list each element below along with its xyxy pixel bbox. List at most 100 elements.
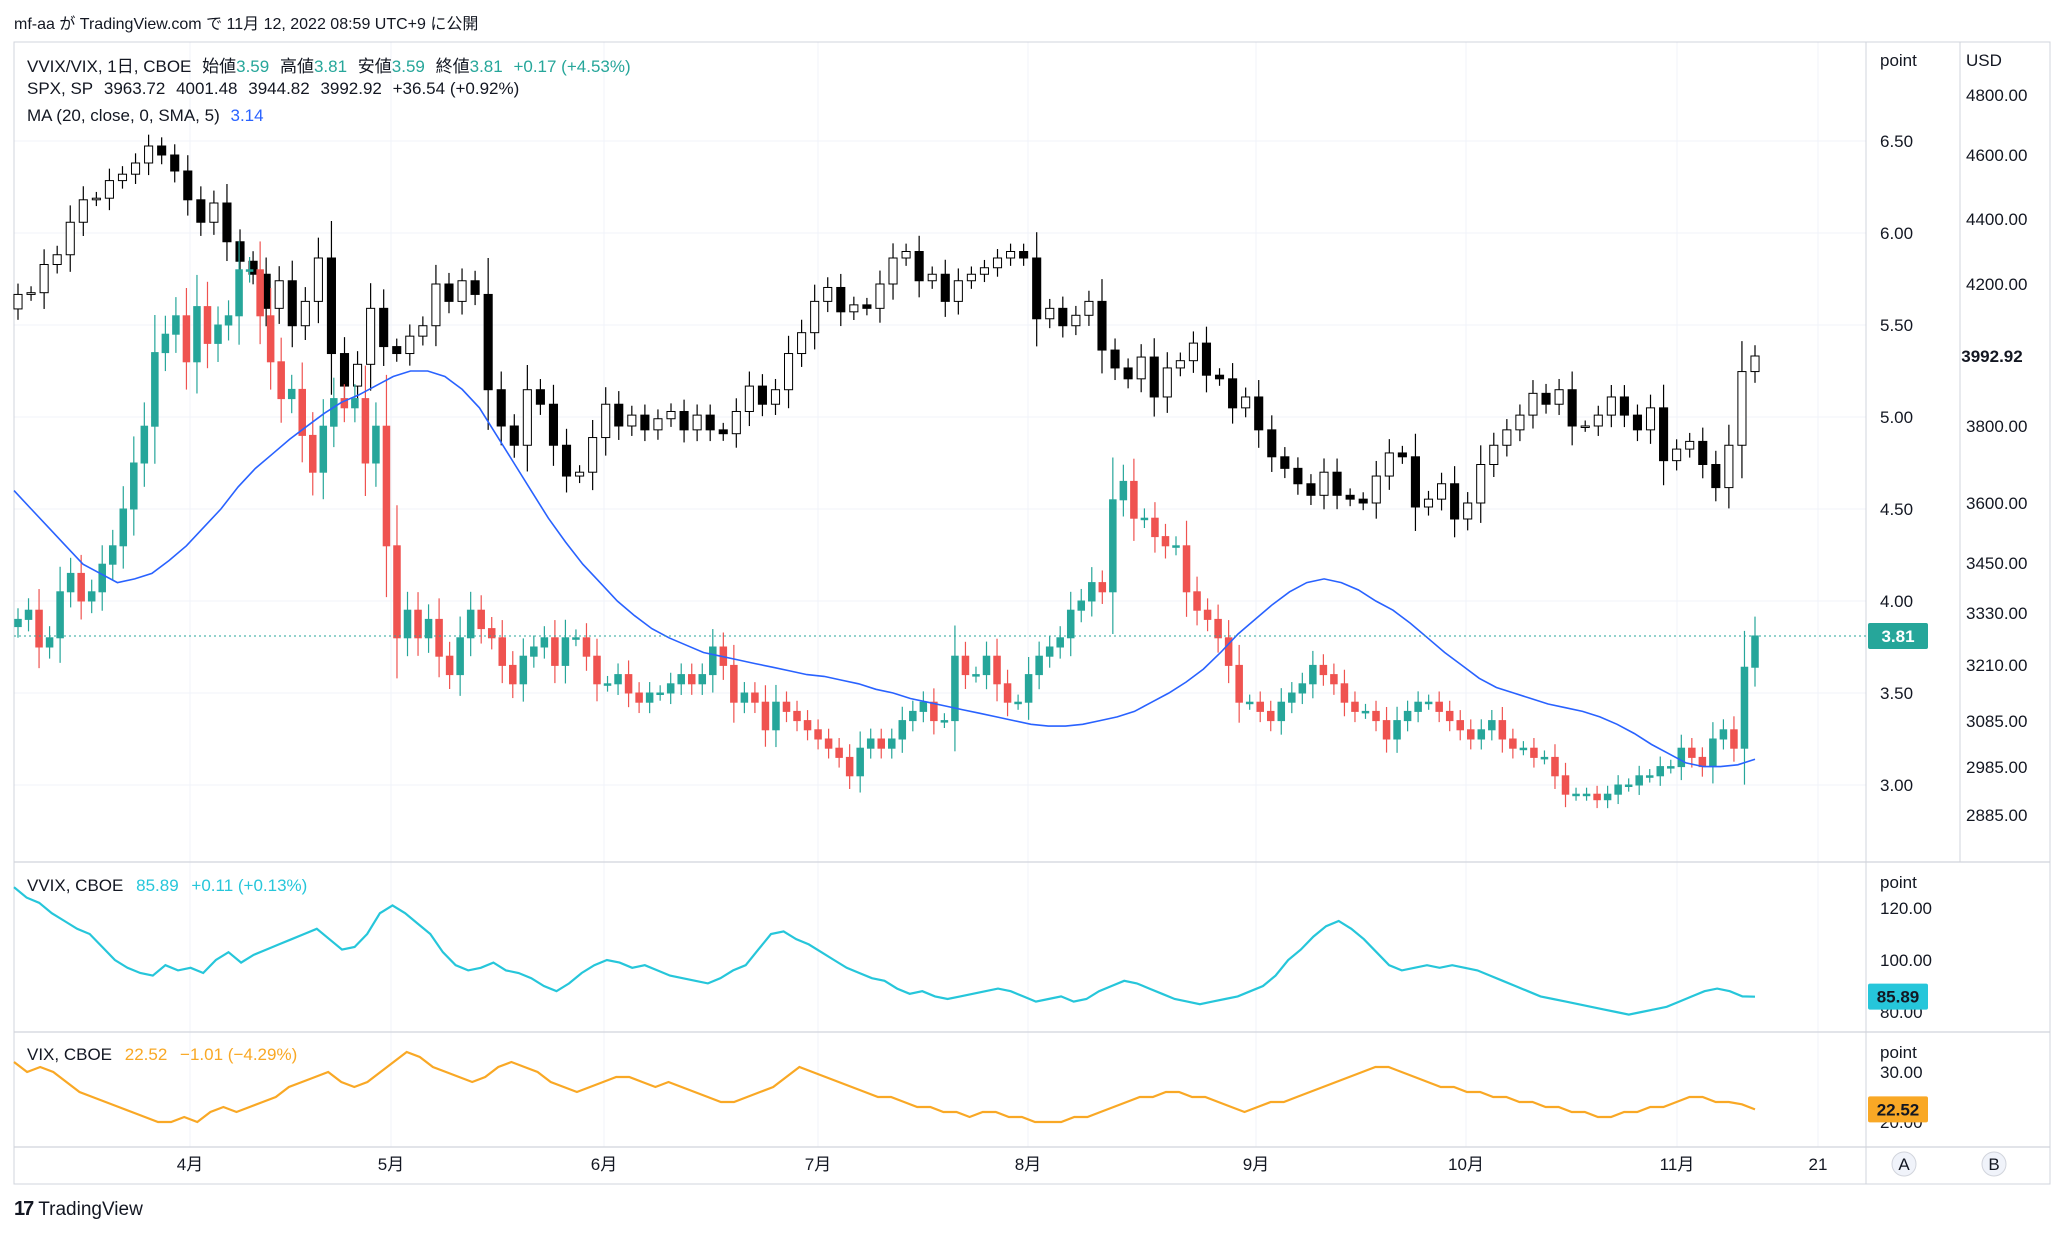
ratio-candle-body (1593, 793, 1601, 801)
spx-candle-body (1437, 483, 1447, 500)
ratio-candle-body (1667, 766, 1675, 769)
spx-candle-body (444, 283, 454, 302)
ratio-candle-body (1603, 793, 1612, 801)
spx-candle-body (1645, 407, 1656, 431)
spx-candle-body (744, 385, 754, 412)
spx-candle-body (287, 280, 297, 327)
ratio-candle-body (203, 306, 212, 344)
main-legend[interactable]: VVIX/VIX, 1日, CBOE 始値3.59 高値3.81 安値3.59 … (27, 52, 637, 77)
spx-axis-tick: 4400.00 (1966, 210, 2027, 229)
spx-candle-body (1463, 502, 1473, 520)
ratio-candle-body (751, 692, 759, 703)
vvix-axis-unit: point (1880, 873, 1917, 892)
spx-candle-body (91, 197, 101, 201)
ratio-candle-body (193, 306, 201, 363)
ratio-candle-body (551, 637, 559, 666)
ma-legend[interactable]: MA (20, close, 0, SMA, 5) 3.14 (27, 106, 270, 126)
ratio-candle-body (98, 563, 106, 593)
main-price-axis[interactable]: point 6.50 6.00 5.50 5.00 4.50 4.00 3.50 3.00 (1880, 51, 1917, 795)
ratio-candle-body (1488, 720, 1496, 731)
spx-candle-body (862, 304, 872, 309)
spx-candle-body (170, 154, 180, 172)
ratio-candle-body (130, 462, 138, 510)
ratio-candle-body (319, 425, 328, 473)
spx-candle-body (731, 410, 741, 435)
spx-candle-body (353, 363, 363, 387)
ratio-candle-body (1203, 609, 1212, 620)
spx-axis-tick: 2985.00 (1966, 758, 2027, 777)
spx-legend[interactable]: SPX, SP 3963.72 4001.48 3944.82 3992.92 … (27, 79, 525, 99)
spx-legend-low: 3944.82 (248, 79, 310, 98)
ratio-candle-body (972, 674, 980, 677)
ratio-candle-body (1066, 609, 1075, 639)
ma-legend-value: 3.14 (230, 106, 264, 125)
spx-candle-body (692, 414, 702, 431)
spx-candle-body (157, 145, 167, 156)
ratio-candle-body (1509, 738, 1517, 749)
spx-candle-body (457, 280, 467, 302)
spx-axis-tick: 3085.00 (1966, 712, 2027, 731)
spx-candle-body (1006, 251, 1016, 259)
ratio-candle-body (687, 674, 696, 685)
vvix-legend[interactable]: VVIX, CBOE 85.89 +0.11 (+0.13%) (27, 876, 315, 896)
ratio-candle-body (1088, 582, 1096, 602)
ratio-candle-body (1161, 536, 1170, 547)
ratio-candle-body (498, 637, 507, 666)
ratio-candle-body (909, 710, 917, 722)
ratio-candle-body (87, 591, 96, 602)
spx-candle-body (1371, 475, 1381, 504)
spx-candle-body (366, 307, 376, 365)
spx-candle-body (1737, 371, 1747, 446)
spx-candle-body (1058, 307, 1068, 327)
ratio-candle-body (635, 692, 643, 703)
spx-candle-body (483, 293, 493, 391)
spx-candle-body (1071, 314, 1081, 327)
ratio-candle-body (351, 398, 359, 409)
ratio-candle-body (1266, 710, 1275, 722)
spx-candle-body (1345, 494, 1355, 500)
ratio-candle-body (403, 609, 412, 639)
vix-legend[interactable]: VIX, CBOE 22.52 −1.01 (−4.29%) (27, 1045, 305, 1065)
tradingview-footer[interactable]: 17 TradingView (14, 1198, 143, 1221)
spx-candle-body (326, 257, 336, 355)
ratio-candle-body (1740, 666, 1749, 749)
ratio-candle-body (624, 674, 633, 694)
ratio-candle-body (1393, 720, 1401, 740)
ratio-candle-body (1414, 701, 1422, 712)
ratio-candle-body (1635, 775, 1643, 786)
spx-candle-body (810, 300, 820, 334)
spx-candle-body (770, 389, 781, 405)
spx-candle-body (757, 385, 767, 405)
ratio-candle-body (382, 425, 391, 547)
spx-candle-body (1097, 300, 1107, 351)
spx-axis-tick: 3450.00 (1966, 554, 2027, 573)
spx-candle-body (496, 389, 506, 427)
ratio-candle-body (1477, 729, 1486, 740)
spx-candle-body (966, 273, 976, 282)
time-axis-tick: 21 (1809, 1155, 1828, 1174)
ratio-candle-body (256, 269, 264, 317)
ratio-candle-body (393, 545, 401, 639)
spx-candle-body (1659, 407, 1669, 462)
ratio-candle-body (487, 628, 496, 639)
ratio-candle-body (898, 720, 907, 740)
ratio-candle-body (309, 434, 317, 473)
ratio-candle-body (1582, 793, 1591, 797)
spx-axis-tick: 3600.00 (1966, 494, 2027, 513)
spx-price-axis[interactable]: USD 4800.00 4600.00 4400.00 4200.00 3800.00 36… (1966, 51, 2027, 825)
spx-candle-body (1241, 396, 1251, 409)
vix-axis-tick: 30.00 (1880, 1063, 1923, 1082)
spx-candle-body (1214, 374, 1225, 380)
ratio-candle-body (698, 674, 707, 685)
spx-candle-body (117, 173, 128, 182)
time-axis[interactable]: 4月 5月 6月 7月 8月 9月 10月 11月 21 A B (177, 1151, 2007, 1177)
ratio-candle-body (677, 674, 685, 685)
spx-candle-body (588, 437, 598, 473)
ratio-candle-body (56, 591, 64, 639)
ratio-candle-body (582, 637, 591, 657)
ratio-candle-body (45, 637, 54, 648)
spx-candle-body (144, 145, 154, 164)
ratio-candle-body (1730, 729, 1738, 749)
